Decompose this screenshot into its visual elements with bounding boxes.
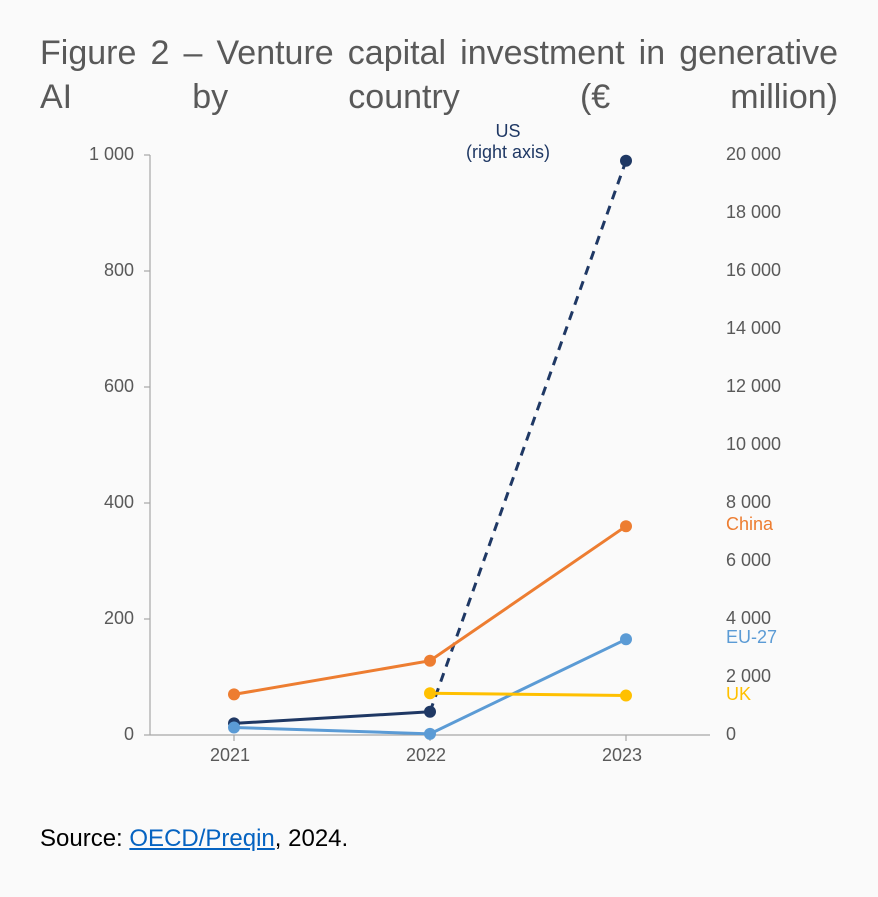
figure-title: Figure 2 – Venture capital investment in…	[40, 32, 838, 119]
y-left-tick: 400	[40, 492, 134, 513]
x-tick: 2021	[210, 745, 250, 766]
y-right-tick: 10 000	[726, 434, 781, 455]
source-link[interactable]: OECD/Preqin	[129, 825, 274, 852]
y-left-tick: 1 000	[40, 144, 134, 165]
y-right-tick: 16 000	[726, 260, 781, 281]
y-right-tick: 8 000	[726, 492, 771, 513]
y-right-tick: 6 000	[726, 550, 771, 571]
series-label-eu27: EU-27	[726, 627, 777, 648]
source-suffix: , 2024.	[275, 825, 348, 852]
x-tick: 2022	[406, 745, 446, 766]
source-line: Source: OECD/Preqin, 2024.	[40, 825, 838, 853]
source-prefix: Source:	[40, 825, 129, 852]
chart: 02004006008001 00002 0004 0006 0008 0001…	[40, 137, 840, 797]
x-tick: 2023	[602, 745, 642, 766]
series-label-china: China	[726, 514, 773, 535]
series-label-us: US (right axis)	[466, 121, 550, 162]
y-left-tick: 200	[40, 608, 134, 629]
y-right-tick: 20 000	[726, 144, 781, 165]
series-label-uk: UK	[726, 684, 751, 705]
y-left-tick: 600	[40, 376, 134, 397]
y-right-tick: 4 000	[726, 608, 771, 629]
y-left-tick: 800	[40, 260, 134, 281]
y-right-tick: 14 000	[726, 318, 781, 339]
y-left-tick: 0	[40, 724, 134, 745]
figure-container: Figure 2 – Venture capital investment in…	[0, 0, 878, 897]
y-right-tick: 12 000	[726, 376, 781, 397]
y-right-tick: 0	[726, 724, 736, 745]
y-right-tick: 18 000	[726, 202, 781, 223]
chart-svg	[40, 137, 840, 797]
